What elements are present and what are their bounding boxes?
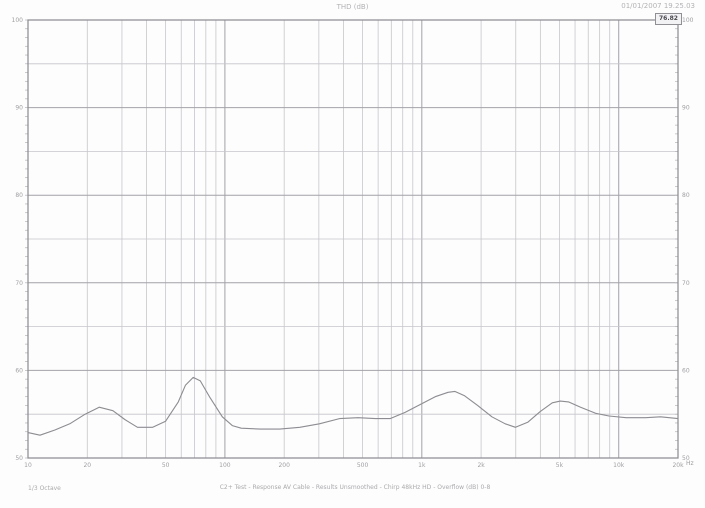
- x-tick-label: 1k: [418, 462, 426, 469]
- x-tick-label: 10k: [613, 462, 625, 469]
- footer-left-label: 1/3 Octave: [28, 485, 61, 492]
- header-datetime: 01/01/2007 19.25.03: [621, 2, 695, 10]
- cursor-readout-box: 76.82: [655, 13, 682, 25]
- y-tick-label-right: 100: [682, 17, 694, 24]
- chart-title: THD (dB): [336, 3, 369, 11]
- y-tick-label-left: 90: [15, 105, 23, 112]
- y-tick-label-left: 80: [15, 192, 23, 199]
- y-tick-label-right: 60: [682, 367, 690, 374]
- y-tick-label-left: 60: [15, 367, 23, 374]
- x-tick-label: 500: [357, 462, 369, 469]
- x-axis-unit-label: Hz: [686, 460, 694, 467]
- y-tick-label-left: 50: [15, 455, 23, 462]
- y-tick-label-right: 90: [682, 105, 690, 112]
- cursor-readout-value: 76.82: [659, 15, 678, 22]
- x-tick-label: 200: [278, 462, 290, 469]
- x-tick-label: 100: [219, 462, 231, 469]
- x-tick-label: 50: [162, 462, 170, 469]
- x-tick-label: 2k: [477, 462, 485, 469]
- x-tick-label: 20: [83, 462, 91, 469]
- y-tick-label-left: 100: [12, 17, 24, 24]
- plot-frame: [27, 19, 679, 459]
- x-tick-label: 10: [24, 462, 32, 469]
- response-curve: [27, 376, 679, 436]
- y-tick-label-right: 70: [682, 280, 690, 287]
- y-tick-label-right: 50: [682, 455, 690, 462]
- chart-caption: C2+ Test - Response AV Cable - Results U…: [219, 484, 491, 491]
- x-tick-label: 20k: [672, 462, 684, 469]
- y-tick-label-right: 80: [682, 192, 690, 199]
- x-tick-label: 5k: [556, 462, 564, 469]
- y-tick-label-left: 70: [15, 280, 23, 287]
